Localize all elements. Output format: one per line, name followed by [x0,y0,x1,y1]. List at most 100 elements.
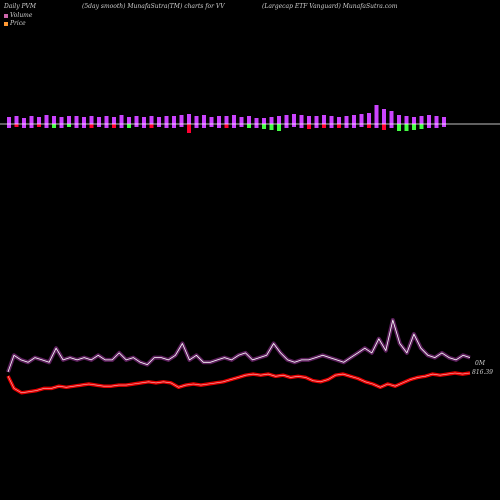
bar-up [59,117,64,124]
bar-up [172,116,176,124]
bar-down [44,124,49,128]
bar-down [74,124,79,128]
bar-up [209,117,214,124]
bar-up [187,114,191,124]
legend-volume-swatch [4,13,8,18]
bar-down [329,124,334,128]
bar-down [37,124,41,127]
bar-down [262,124,266,129]
bar-up [284,115,289,124]
bar-up [382,109,386,124]
bar-up [322,115,326,124]
bar-up [254,118,259,124]
bar-up [119,115,124,124]
bar-down [322,124,326,128]
bar-down [127,124,131,128]
bar-down [89,124,94,128]
bar-up [247,116,251,124]
bar-up [232,115,236,124]
bar-down [307,124,311,129]
bar-down [352,124,356,128]
bar-up [367,113,371,124]
bar-down [382,124,386,130]
bar-down [374,124,379,128]
bar-up [314,116,319,124]
bar-up [82,117,86,124]
bar-up [112,117,116,124]
bar-down [52,124,56,128]
bar-down [119,124,124,128]
chart-title: (5day smooth) MunafaSutra(TM) charts for… [82,3,225,10]
bar-down [164,124,169,128]
chart-subtitle: (Largecap ETF Vanguard) MunafaSutra.com [262,3,398,10]
bar-down [442,124,446,127]
bar-down [194,124,199,128]
bar-up [337,117,341,124]
bar-down [187,124,191,133]
bar-down [59,124,64,128]
bar-down [22,124,26,128]
bar-down [404,124,409,131]
volume-line [7,319,471,373]
bar-down [299,124,304,128]
bar-down [104,124,109,128]
bar-down [344,124,349,128]
bar-up [269,117,274,124]
bar-up [344,116,349,124]
bar-down [434,124,439,128]
bar-up [157,117,161,124]
bar-down [67,124,71,127]
bar-up [224,116,229,124]
bar-up [164,116,169,124]
bar-down [217,124,221,128]
bar-up [434,116,439,124]
bar-up [352,115,356,124]
bar-down [157,124,161,127]
legend-price-swatch [4,21,8,26]
bar-down [232,124,236,128]
price-line [7,372,471,394]
bar-up [299,115,304,124]
bar-up [202,115,206,124]
bar-down [97,124,101,127]
bar-down [7,124,11,128]
bar-up [74,116,79,124]
volume-line-glow [6,318,471,373]
bar-up [14,116,19,124]
bar-up [134,116,139,124]
bar-down [292,124,296,127]
bar-down [427,124,431,128]
bar-up [262,118,266,124]
bar-up [239,117,244,124]
bar-down [269,124,274,130]
bar-up [389,111,394,124]
bar-down [397,124,401,131]
bar-up [194,116,199,124]
bar-down [389,124,394,128]
bar-up [397,115,401,124]
bar-up [67,116,71,124]
chart-period-label: Daily PVM [4,3,37,10]
bar-down [149,124,154,128]
bar-up [374,105,379,124]
bar-up [89,116,94,124]
price-line-glow [6,371,471,395]
bar-down [179,124,184,127]
bar-up [292,114,296,124]
bar-down [82,124,86,128]
bar-up [179,115,184,124]
bar-up [427,115,431,124]
bar-up [149,116,154,124]
bar-down [314,124,319,128]
bar-up [44,115,49,124]
bar-up [404,116,409,124]
bar-down [224,124,229,128]
bar-down [172,124,176,128]
bar-down [359,124,364,127]
bar-down [247,124,251,128]
legend-volume: Volume [4,12,32,19]
bar-up [127,117,131,124]
bar-up [7,117,11,124]
legend-price-label: Price [10,20,26,27]
bar-down [254,124,259,128]
